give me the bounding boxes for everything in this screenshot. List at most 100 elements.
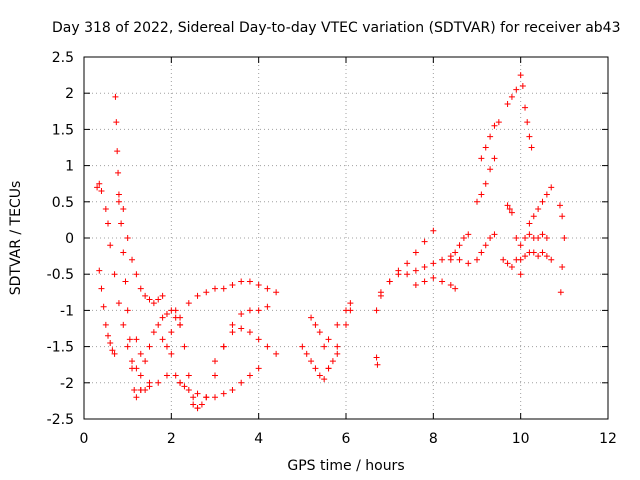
data-point [377, 289, 384, 296]
y-tick-label: 2.5 [52, 50, 74, 66]
data-point [107, 242, 114, 249]
series-arc-25 [500, 231, 550, 270]
series-arc-15 [373, 253, 472, 314]
data-point [168, 350, 175, 357]
data-point [519, 82, 526, 89]
data-point [404, 271, 411, 278]
data-point [137, 285, 144, 292]
series-arc-29 [556, 202, 568, 296]
data-point [557, 289, 564, 296]
data-point [146, 343, 153, 350]
data-point [487, 133, 494, 140]
data-point [212, 358, 218, 365]
data-point [172, 314, 179, 321]
data-point [548, 256, 555, 263]
data-point [517, 242, 524, 249]
data-point [126, 336, 133, 343]
chart-title: Day 318 of 2022, Sidereal Day-to-day VTE… [52, 20, 621, 36]
y-tick-label: 0.5 [52, 195, 74, 211]
y-tick-label: -2 [60, 376, 74, 392]
data-point [559, 213, 566, 220]
data-point [124, 235, 131, 241]
data-point [102, 206, 109, 213]
x-tick-label: 12 [599, 431, 617, 447]
data-point [530, 249, 537, 256]
data-point [430, 260, 437, 267]
y-tick-label: -1 [60, 303, 74, 319]
series-arc-20 [474, 231, 498, 263]
data-point [482, 242, 489, 249]
data-point [522, 235, 529, 241]
series-arc-13 [308, 300, 354, 350]
data-point [386, 278, 393, 285]
data-points [94, 72, 568, 412]
data-point [312, 321, 319, 328]
data-point [508, 263, 515, 270]
data-point [107, 339, 114, 346]
data-point [500, 256, 507, 263]
data-point [559, 263, 566, 270]
data-point [203, 394, 210, 401]
data-point [517, 271, 524, 278]
data-point [155, 379, 162, 386]
x-axis-title: GPS time / hours [287, 458, 404, 474]
data-point [522, 104, 529, 111]
data-point [421, 238, 428, 245]
series-arc-19 [447, 231, 472, 263]
data-point [439, 256, 446, 263]
data-point [238, 325, 245, 332]
series-arc-18 [373, 354, 381, 368]
data-point [504, 260, 511, 267]
data-point [115, 300, 122, 307]
data-point [447, 256, 454, 263]
data-point [129, 256, 136, 263]
series-arc-10 [177, 365, 262, 401]
data-point [543, 235, 550, 241]
data-point [526, 231, 533, 238]
data-point [98, 285, 105, 292]
data-point [452, 249, 459, 256]
data-point [177, 321, 184, 328]
data-point [478, 155, 485, 162]
data-point [347, 300, 354, 307]
data-point [374, 361, 381, 368]
data-point [528, 144, 535, 151]
data-point [404, 260, 411, 267]
data-point [220, 343, 227, 350]
data-point [229, 329, 236, 336]
data-point [146, 296, 153, 303]
data-point [172, 307, 179, 314]
data-point [452, 285, 459, 292]
data-point [185, 300, 192, 307]
data-point [137, 350, 144, 357]
data-point [556, 202, 563, 209]
data-point [465, 260, 472, 267]
data-point [113, 119, 120, 126]
data-point [159, 336, 166, 343]
data-point [482, 180, 489, 187]
data-point [264, 343, 271, 350]
data-point [373, 354, 380, 361]
data-point [159, 314, 166, 321]
data-point [506, 206, 513, 213]
data-point [100, 303, 107, 310]
data-point [478, 191, 485, 198]
y-tick-label: 2 [65, 86, 74, 102]
data-point [316, 329, 323, 336]
data-point [220, 390, 227, 397]
data-point [255, 336, 262, 343]
data-point [312, 365, 319, 372]
data-point [535, 206, 542, 213]
data-point [430, 227, 437, 234]
data-point [535, 235, 542, 241]
data-point [517, 72, 524, 79]
data-point [163, 372, 170, 379]
data-point [456, 256, 463, 263]
data-point [109, 347, 116, 354]
data-point [155, 296, 162, 303]
data-point [526, 220, 533, 227]
data-point [543, 191, 550, 198]
data-point [395, 267, 402, 274]
series-arc-8 [168, 278, 280, 357]
data-point [321, 376, 328, 383]
